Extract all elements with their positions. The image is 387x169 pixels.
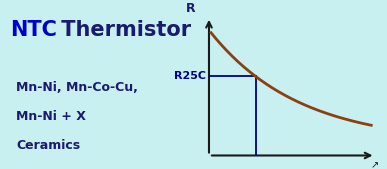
Text: Ceramics: Ceramics [16, 139, 80, 152]
Text: $\nearrow$: $\nearrow$ [369, 160, 380, 169]
Text: Mn-Ni + X: Mn-Ni + X [16, 110, 86, 123]
Text: Thermistor: Thermistor [54, 20, 192, 40]
Text: Mn-Ni, Mn-Co-Cu,: Mn-Ni, Mn-Co-Cu, [16, 81, 138, 94]
Text: Log
R: Log R [186, 0, 211, 15]
Text: R25C: R25C [174, 71, 205, 81]
Text: NTC: NTC [10, 20, 57, 40]
